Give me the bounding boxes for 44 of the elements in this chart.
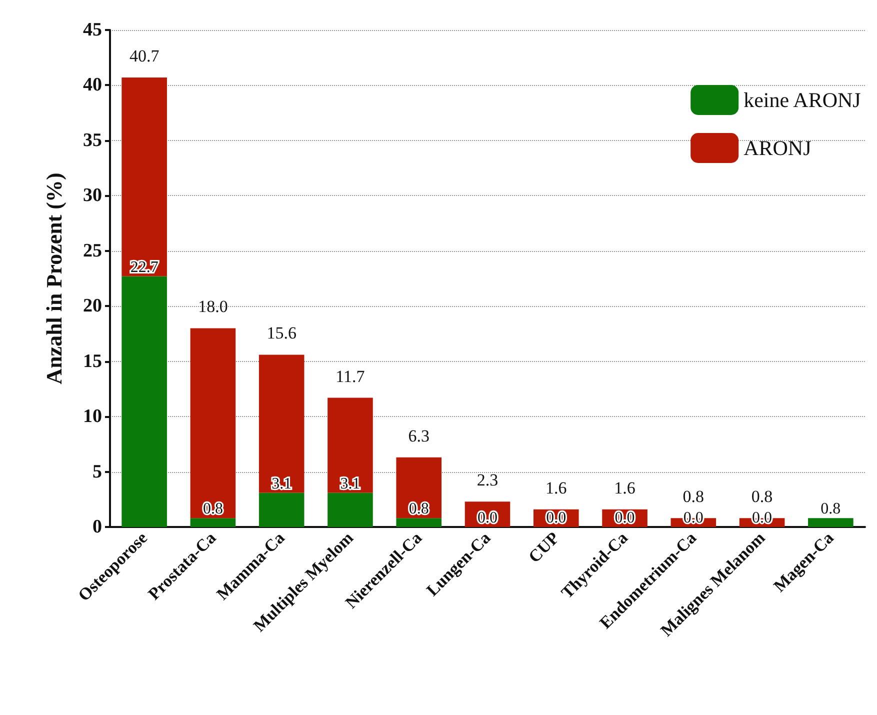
bar (122, 77, 167, 276)
bar (258, 492, 304, 527)
total-label: 11.7 (336, 366, 366, 386)
bar (396, 457, 442, 518)
data-label: 3.1 (340, 475, 360, 492)
total-label: 0.8 (751, 487, 773, 506)
total-label: 2.3 (476, 470, 498, 490)
y-tick-label: 20 (83, 296, 102, 317)
data-label: 3.1 (272, 475, 292, 492)
legend-label: keine ARONJ (744, 88, 861, 112)
y-axis-title: Anzahl in Prozent (%) (42, 172, 66, 384)
bar (396, 518, 442, 527)
total-label: 18.0 (198, 297, 228, 316)
bar (190, 518, 236, 527)
legend-label: ARONJ (744, 136, 812, 160)
data-label: 0.0 (478, 510, 498, 526)
y-tick-label: 25 (83, 240, 102, 262)
bar (122, 276, 167, 527)
data-label: 0.8 (408, 500, 429, 518)
bar (808, 518, 854, 527)
data-label: 22.7 (130, 258, 158, 276)
total-label: 15.6 (266, 324, 296, 343)
total-label: 40.7 (129, 46, 160, 66)
y-tick-label: 0 (92, 516, 102, 538)
y-tick-label: 10 (83, 406, 102, 428)
data-label: 0.8 (202, 500, 223, 518)
y-tick-label: 35 (83, 130, 102, 151)
y-tick-label: 5 (92, 461, 102, 482)
bar (190, 328, 236, 518)
total-label: 1.6 (614, 478, 636, 498)
total-label: 0.8 (682, 487, 704, 506)
bar (258, 354, 304, 493)
y-tick-label: 45 (83, 20, 102, 40)
data-label: 0.0 (614, 510, 635, 526)
bar (328, 398, 373, 493)
total-label: 1.6 (546, 478, 567, 498)
y-tick-label: 30 (83, 185, 102, 206)
bar (328, 492, 373, 527)
total-label: 6.3 (408, 426, 430, 446)
data-label: 0.8 (820, 500, 841, 518)
y-tick-label: 40 (83, 74, 102, 96)
x-tick-label: CUP (524, 528, 563, 566)
data-label: 0.0 (546, 510, 566, 526)
y-tick-label: 15 (83, 350, 102, 372)
